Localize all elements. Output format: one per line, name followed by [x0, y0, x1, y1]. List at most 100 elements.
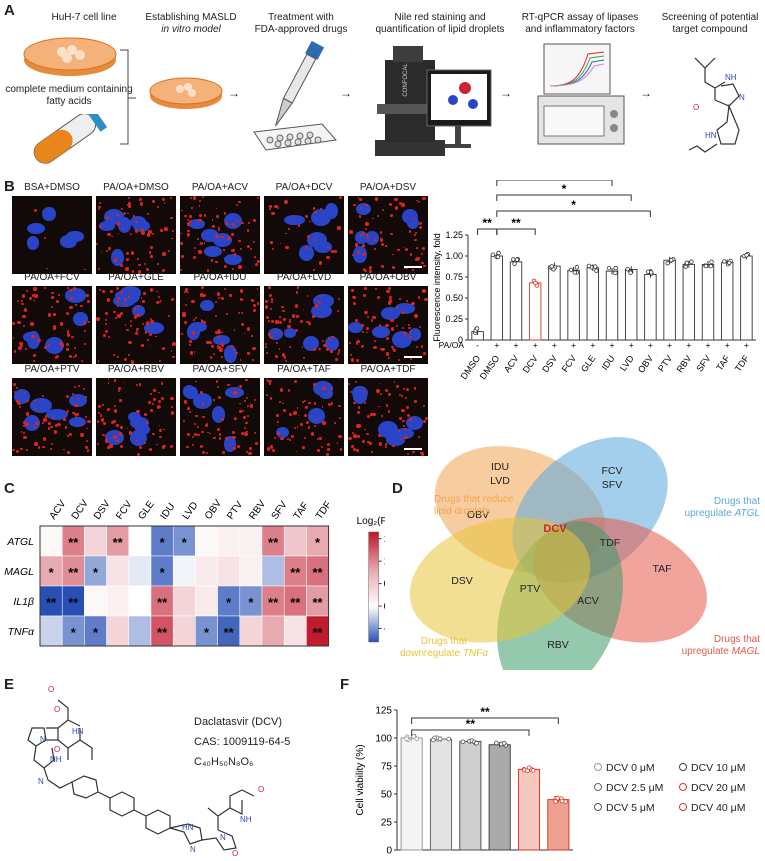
lipid-droplet	[266, 378, 268, 381]
lipid-droplet	[140, 297, 143, 299]
lipid-droplet	[218, 229, 220, 231]
lipid-droplet	[102, 421, 106, 425]
venn-set-subtitle-text: upregulate	[685, 508, 735, 519]
o-atom: O	[54, 705, 60, 714]
lipid-droplet	[337, 349, 340, 352]
heatmap-star: *	[71, 625, 77, 640]
lipid-droplet	[134, 229, 138, 233]
lipid-droplet	[331, 250, 334, 253]
lipid-droplet	[355, 341, 359, 345]
lipid-droplet	[183, 400, 188, 404]
lipid-droplet	[238, 265, 242, 269]
lipid-droplet	[305, 406, 308, 409]
lipid-droplet	[362, 244, 366, 247]
lipid-droplet	[43, 437, 47, 441]
lipid-droplet	[300, 320, 304, 324]
lipid-droplet	[37, 446, 41, 449]
lipid-droplet	[189, 215, 193, 218]
legend-label: DCV 40 μM	[691, 802, 746, 814]
data-point	[703, 263, 709, 269]
lipid-droplet	[275, 342, 278, 345]
lipid-droplet	[313, 424, 316, 428]
x-tick-label: DMSO	[478, 353, 502, 381]
lipid-droplet	[181, 209, 183, 212]
lipid-droplet	[186, 291, 189, 294]
data-point	[530, 768, 536, 773]
heatmap-cell	[172, 585, 196, 617]
lipid-droplet	[19, 341, 23, 346]
nucleus	[392, 330, 413, 348]
lipid-droplet	[405, 300, 408, 302]
lipid-droplet	[135, 427, 138, 430]
lipid-droplet	[348, 437, 352, 441]
lipid-droplet	[372, 345, 377, 350]
compound-name: Daclatasvir (DCV)	[194, 716, 283, 728]
lipid-droplet	[364, 428, 366, 431]
data-point	[495, 254, 501, 260]
lipid-droplet	[385, 352, 390, 356]
lipid-droplet	[282, 409, 286, 412]
lipid-droplet	[158, 428, 162, 432]
lipid-droplet	[67, 451, 70, 454]
micrograph-image	[348, 378, 428, 456]
lipid-droplet	[138, 446, 143, 450]
lipid-droplet	[118, 399, 122, 402]
lipid-droplet	[316, 360, 319, 363]
lipid-droplet	[23, 392, 26, 395]
nucleus	[302, 336, 319, 352]
lipid-droplet	[369, 441, 372, 445]
lipid-droplet	[223, 287, 227, 291]
lipid-droplet	[317, 449, 320, 453]
lipid-droplet	[354, 243, 359, 247]
lipid-droplet	[191, 435, 195, 439]
lipid-droplet	[326, 256, 330, 260]
lipid-droplet	[135, 409, 140, 414]
nucleus	[45, 336, 65, 354]
heatmap-star: **	[290, 565, 301, 580]
lipid-droplet	[233, 349, 236, 351]
lipid-droplet	[247, 451, 252, 456]
lipid-droplet	[423, 351, 427, 356]
lipid-droplet	[398, 429, 401, 433]
nucleus	[395, 427, 415, 439]
lipid-droplet	[424, 297, 428, 302]
lipid-droplet	[127, 196, 131, 200]
lipid-droplet	[363, 390, 365, 393]
significance-label: **	[466, 717, 476, 731]
lipid-droplet	[152, 232, 155, 235]
scale-bar	[404, 448, 422, 450]
lipid-droplet	[44, 237, 47, 240]
lipid-droplet	[380, 242, 384, 246]
lipid-droplet	[138, 197, 142, 201]
lipid-droplet	[216, 385, 220, 389]
lipid-droplet	[12, 321, 16, 325]
lipid-droplet	[96, 442, 99, 445]
lipid-droplet	[129, 325, 132, 327]
lipid-droplet	[374, 248, 376, 250]
nucleus	[378, 421, 398, 439]
lipid-droplet	[391, 348, 394, 351]
nucleus	[405, 416, 424, 431]
lipid-droplet	[102, 290, 106, 294]
data-point	[689, 259, 694, 264]
lipid-droplet	[370, 319, 374, 322]
lipid-droplet	[381, 265, 384, 268]
nucleus	[385, 434, 405, 447]
lipid-droplet	[254, 263, 258, 267]
micrograph-image	[264, 196, 344, 274]
heatmap-star: *	[226, 595, 232, 610]
nh-atom: NH	[50, 755, 62, 764]
nucleus	[68, 394, 87, 408]
y-tick-label: 0.75	[445, 272, 463, 282]
lipid-droplet	[149, 344, 152, 347]
heatmap-cell	[239, 615, 263, 647]
lipid-droplet	[320, 445, 324, 448]
lipid-droplet	[186, 445, 189, 448]
lipid-droplet	[414, 231, 417, 234]
lipid-droplet	[64, 426, 68, 430]
lipid-droplet	[199, 219, 202, 222]
lipid-droplet	[351, 444, 355, 448]
lipid-droplet	[276, 431, 281, 436]
lipid-droplet	[245, 396, 248, 399]
lipid-droplet	[181, 254, 184, 258]
